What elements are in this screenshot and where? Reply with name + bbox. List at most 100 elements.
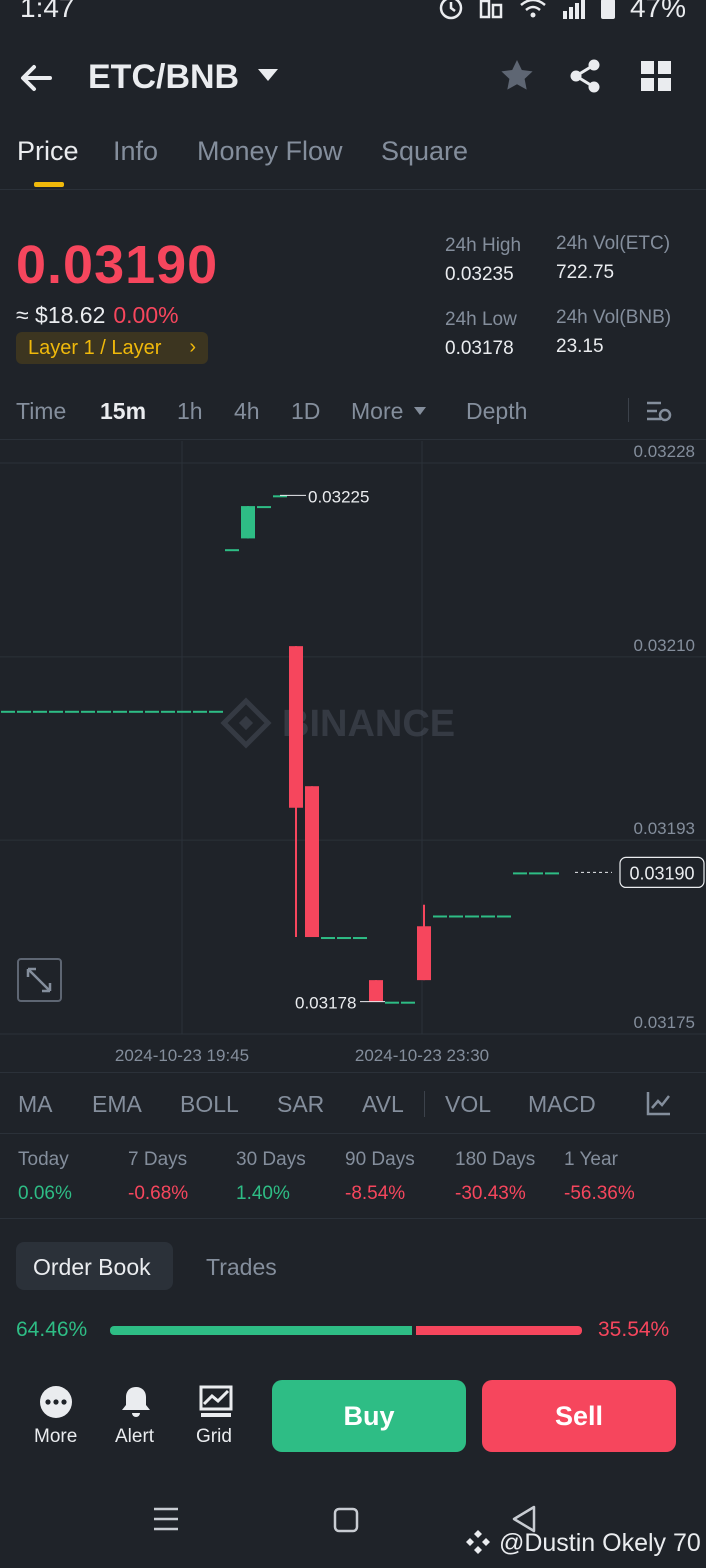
x-tick-label: 2024-10-23 19:45 xyxy=(115,1046,249,1065)
usd-price: ≈ $18.62 xyxy=(16,302,106,328)
perf-label: 7 Days xyxy=(128,1149,188,1170)
signal-icon xyxy=(562,0,585,19)
indicator-vol[interactable]: VOL xyxy=(445,1091,492,1117)
perf-value: 0.06% xyxy=(18,1183,72,1204)
more-label: More xyxy=(34,1426,78,1447)
buy-sell-ratio: 64.46% 35.54% xyxy=(0,1316,706,1346)
main-tabs: Price Info Money Flow Square xyxy=(0,128,706,190)
pair-dropdown-icon[interactable] xyxy=(258,69,278,81)
sell-ratio-text: 35.54% xyxy=(598,1318,670,1341)
candle-body xyxy=(177,710,191,713)
candle-body xyxy=(257,506,271,509)
interval-time[interactable]: Time xyxy=(16,398,67,424)
candle-body xyxy=(1,710,15,713)
candle-body xyxy=(353,937,367,940)
chart-settings-icon[interactable] xyxy=(645,398,673,426)
expand-icon xyxy=(26,967,52,993)
high-label: 24h High xyxy=(445,235,522,256)
annotation-low: 0.03178 xyxy=(295,994,356,1013)
tab-square[interactable]: Square xyxy=(381,136,469,166)
indicator-avl[interactable]: AVL xyxy=(362,1091,404,1117)
alarm-icon xyxy=(439,0,463,20)
star-icon[interactable] xyxy=(497,56,537,96)
wifi-icon xyxy=(520,0,546,18)
candle-body xyxy=(449,915,463,918)
candle-body xyxy=(241,506,255,539)
indicator-divider xyxy=(424,1091,425,1117)
binance-watermark: BINANCE xyxy=(220,697,455,749)
tab-price[interactable]: Price xyxy=(17,136,79,166)
more-caret-icon[interactable] xyxy=(413,406,427,416)
grid-trading-icon xyxy=(199,1385,233,1417)
buy-button[interactable]: Buy xyxy=(272,1380,466,1452)
interval-more[interactable]: More xyxy=(351,398,404,424)
candle-body xyxy=(129,710,143,713)
indicator-macd[interactable]: MACD xyxy=(528,1091,596,1117)
status-time: 1:47 xyxy=(20,0,75,23)
top-bar: ETC/BNB xyxy=(0,40,706,120)
interval-depth[interactable]: Depth xyxy=(466,398,528,424)
candle-body xyxy=(513,872,527,875)
candle-body xyxy=(225,549,239,552)
perf-value: -30.43% xyxy=(455,1183,526,1204)
price-change: 0.00% xyxy=(113,302,179,328)
tab-order-book[interactable]: Order Book xyxy=(16,1242,173,1290)
bottom-action-bar: More Alert Grid Buy Sell xyxy=(0,1372,706,1462)
interval-bar: Time 15m 1h 4h 1D More Depth xyxy=(0,386,706,440)
low-value: 0.03178 xyxy=(445,338,514,359)
low-label: 24h Low xyxy=(445,309,517,330)
vol-bnb-label: 24h Vol(BNB) xyxy=(556,307,672,328)
indicator-boll[interactable]: BOLL xyxy=(180,1091,239,1117)
candle-body xyxy=(417,926,431,981)
grid-menu-icon[interactable] xyxy=(636,56,676,96)
y-tick-label: 0.03175 xyxy=(634,1013,695,1032)
expand-chart-button[interactable] xyxy=(17,958,62,1002)
perf-label: 180 Days xyxy=(455,1149,536,1170)
candle-body xyxy=(337,937,351,940)
sell-button[interactable]: Sell xyxy=(482,1380,676,1452)
status-icons: 47% xyxy=(438,0,686,24)
indicator-sar[interactable]: SAR xyxy=(277,1091,325,1117)
recent-apps-icon[interactable] xyxy=(152,1506,180,1532)
last-price-label: 0.03190 xyxy=(629,863,694,883)
ratio-bar xyxy=(110,1326,582,1335)
candle-body xyxy=(289,646,303,808)
interval-1h[interactable]: 1h xyxy=(177,398,203,424)
candle-body xyxy=(497,915,511,918)
home-icon[interactable] xyxy=(332,1506,360,1534)
pair-title[interactable]: ETC/BNB xyxy=(88,58,240,96)
vol-etc-value: 722.75 xyxy=(556,262,615,283)
usd-price-row: ≈ $18.62 0.00% xyxy=(16,302,179,329)
interval-15m[interactable]: 15m xyxy=(100,398,147,424)
back-arrow-icon[interactable] xyxy=(16,58,56,98)
candle-body xyxy=(49,710,63,713)
candle-body xyxy=(81,710,95,713)
y-axis: 0.03228 0.03210 0.03193 0.03175 0.03190 xyxy=(575,442,705,1032)
vol-etc-label: 24h Vol(ETC) xyxy=(556,233,671,254)
category-tag[interactable]: Layer 1 / Layer › xyxy=(16,332,208,364)
back-nav-icon[interactable] xyxy=(510,1504,538,1534)
perf-value: 1.40% xyxy=(236,1183,290,1204)
tab-money-flow[interactable]: Money Flow xyxy=(197,136,343,166)
bell-icon xyxy=(122,1387,150,1417)
candle-body xyxy=(145,710,159,713)
indicator-ma[interactable]: MA xyxy=(18,1091,53,1117)
candle-body xyxy=(273,495,287,498)
candles xyxy=(1,495,559,1004)
interval-4h[interactable]: 4h xyxy=(234,398,260,424)
last-price: 0.03190 xyxy=(16,235,219,295)
candle-body xyxy=(529,872,543,875)
status-bar: 1:47 47% xyxy=(20,0,686,24)
share-icon[interactable] xyxy=(565,56,605,96)
candle-body xyxy=(305,786,319,938)
candle-body xyxy=(401,1001,415,1004)
indicator-settings-icon[interactable] xyxy=(645,1089,673,1117)
x-tick-label: 2024-10-23 23:30 xyxy=(355,1046,489,1065)
tab-trades[interactable]: Trades xyxy=(206,1254,277,1280)
indicator-ema[interactable]: EMA xyxy=(92,1091,142,1117)
tab-info[interactable]: Info xyxy=(113,136,159,166)
interval-1d[interactable]: 1D xyxy=(291,398,321,424)
candle-body xyxy=(369,980,383,1002)
candle-body xyxy=(161,710,175,713)
